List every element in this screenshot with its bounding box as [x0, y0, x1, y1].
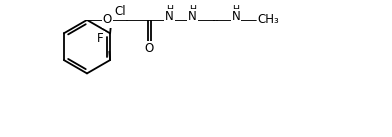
- Text: H: H: [189, 5, 196, 14]
- Text: CH₃: CH₃: [258, 13, 279, 26]
- Text: Cl: Cl: [114, 5, 126, 18]
- Text: O: O: [103, 13, 112, 26]
- Text: N: N: [165, 10, 174, 23]
- Text: F: F: [97, 32, 103, 45]
- Text: H: H: [166, 5, 173, 14]
- Text: N: N: [188, 10, 196, 23]
- Text: N: N: [232, 10, 240, 23]
- Text: H: H: [232, 5, 240, 14]
- Text: O: O: [145, 42, 154, 55]
